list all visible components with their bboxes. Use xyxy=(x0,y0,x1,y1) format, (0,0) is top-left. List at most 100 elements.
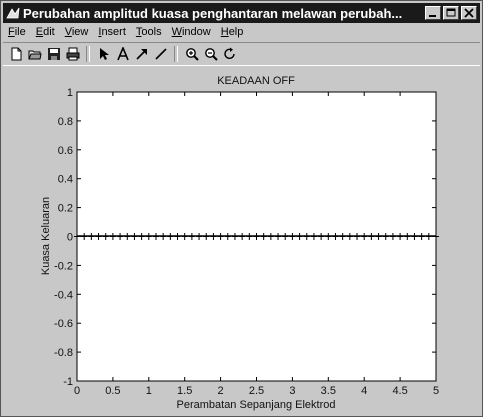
x-tick-label: 1.5 xyxy=(177,385,192,397)
menu-help[interactable]: Help xyxy=(220,26,244,38)
y-tick-label: 0.8 xyxy=(58,116,73,128)
data-point-marker xyxy=(138,233,145,240)
data-point-marker xyxy=(253,233,260,240)
data-point-marker xyxy=(109,233,116,240)
window-title: Perubahan amplitud kuasa penghantaran me… xyxy=(23,5,403,21)
save-icon xyxy=(48,48,60,60)
data-point-marker xyxy=(282,233,289,240)
data-point-marker xyxy=(382,233,389,240)
maximize-icon xyxy=(446,8,456,17)
data-point-marker xyxy=(224,233,231,240)
data-point-marker xyxy=(303,233,310,240)
open-button[interactable] xyxy=(26,45,44,63)
chart-title: KEADAAN OFF xyxy=(217,75,295,87)
minimize-button[interactable] xyxy=(425,6,441,20)
y-tick-label: -0.2 xyxy=(54,260,73,272)
line-icon xyxy=(155,48,167,60)
data-point-marker xyxy=(389,233,396,240)
maximize-button[interactable] xyxy=(443,6,459,20)
data-point-marker xyxy=(145,233,152,240)
insert-line-button[interactable] xyxy=(152,45,170,63)
y-tick-label: -0.6 xyxy=(54,318,73,330)
x-tick-label: 4.5 xyxy=(392,385,407,397)
x-tick-label: 3.5 xyxy=(321,385,336,397)
menu-bar: File Edit View Insert Tools Window Help xyxy=(3,24,480,40)
toolbar xyxy=(3,42,480,66)
y-axis-label: Kuasa Keluaran xyxy=(40,197,52,275)
data-point-marker xyxy=(181,233,188,240)
text-icon xyxy=(117,47,129,61)
data-point-marker xyxy=(160,233,167,240)
data-point-marker xyxy=(88,233,95,240)
data-point-marker xyxy=(375,233,382,240)
data-point-marker xyxy=(339,233,346,240)
zoom-out-icon xyxy=(205,48,218,61)
pointer-icon xyxy=(100,48,109,60)
data-point-marker xyxy=(74,233,80,240)
rotate-icon xyxy=(224,47,235,60)
save-button[interactable] xyxy=(45,45,63,63)
close-icon xyxy=(464,8,474,18)
y-tick-label: 1 xyxy=(67,87,73,99)
data-point-marker xyxy=(231,233,238,240)
x-tick-label: 5 xyxy=(433,385,439,397)
data-point-marker xyxy=(246,233,253,240)
y-tick-label: 0.2 xyxy=(58,203,73,215)
rotate-button[interactable] xyxy=(221,45,239,63)
insert-text-button[interactable] xyxy=(114,45,132,63)
x-tick-label: 2 xyxy=(218,385,224,397)
data-point-marker xyxy=(152,233,159,240)
new-file-button[interactable] xyxy=(7,45,25,63)
print-icon xyxy=(66,47,80,61)
select-button[interactable] xyxy=(95,45,113,63)
y-tick-label: -0.8 xyxy=(54,347,73,359)
title-bar[interactable]: Perubahan amplitud kuasa penghantaran me… xyxy=(3,3,480,23)
data-point-marker xyxy=(296,233,303,240)
data-point-marker xyxy=(188,233,195,240)
data-point-marker xyxy=(124,233,131,240)
data-point-marker xyxy=(361,233,368,240)
insert-arrow-button[interactable] xyxy=(133,45,151,63)
data-point-marker xyxy=(81,233,88,240)
x-axis-label: Perambatan Sepanjang Elektrod xyxy=(177,399,336,411)
data-point-marker xyxy=(404,233,411,240)
toolbar-separator xyxy=(86,46,90,62)
open-folder-icon xyxy=(28,50,42,60)
y-tick-label: 0.4 xyxy=(58,174,73,186)
figure-area: -1 -0.8 -0.6 -0.4 -0.2 0 0.2 0.4 0.6 0.8 1 0 0.5 1 1.… xyxy=(3,65,480,414)
data-point-marker xyxy=(289,233,296,240)
data-point-marker xyxy=(239,233,246,240)
x-tick-label: 4 xyxy=(361,385,367,397)
data-point-marker xyxy=(318,233,325,240)
x-tick-label: 0.5 xyxy=(105,385,120,397)
data-point-marker xyxy=(267,233,274,240)
data-point-marker xyxy=(174,233,181,240)
menu-tools[interactable]: Tools xyxy=(135,26,162,38)
plot-canvas: -1 -0.8 -0.6 -0.4 -0.2 0 0.2 0.4 0.6 0.8 1 0 0.5 1 1.… xyxy=(40,75,439,411)
menu-file[interactable]: File xyxy=(8,26,26,38)
data-point-marker xyxy=(217,233,224,240)
data-point-marker xyxy=(433,233,439,240)
menu-insert[interactable]: Insert xyxy=(98,26,126,38)
zoom-in-icon xyxy=(186,48,199,61)
zoom-in-button[interactable] xyxy=(183,45,201,63)
print-button[interactable] xyxy=(64,45,82,63)
menu-edit[interactable]: Edit xyxy=(35,26,55,38)
menu-view[interactable]: View xyxy=(64,26,89,38)
x-tick-label: 1 xyxy=(146,385,152,397)
close-button[interactable] xyxy=(461,6,477,20)
data-point-marker xyxy=(346,233,353,240)
new-file-icon xyxy=(11,47,22,61)
data-point-marker xyxy=(131,233,138,240)
menu-window[interactable]: Window xyxy=(171,26,211,38)
data-point-marker xyxy=(310,233,317,240)
minimize-icon xyxy=(429,15,436,17)
arrow-icon xyxy=(136,49,147,60)
data-point-marker xyxy=(95,233,102,240)
data-point-marker xyxy=(203,233,210,240)
data-point-marker xyxy=(210,233,217,240)
x-tick-label: 2.5 xyxy=(249,385,264,397)
data-point-marker xyxy=(411,233,418,240)
zoom-out-button[interactable] xyxy=(202,45,220,63)
